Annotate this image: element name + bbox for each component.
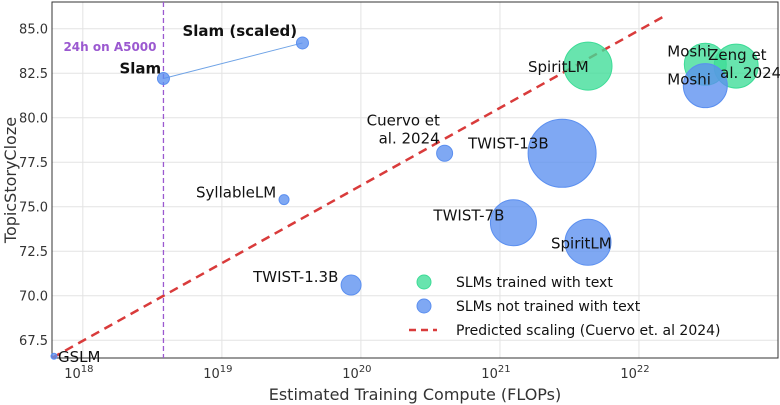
data-point [295,36,309,50]
data-point [564,218,612,266]
y-tick-label: 85.0 [19,23,48,38]
legend: SLMs trained with text SLMs not trained w… [409,274,721,339]
data-point [50,352,58,360]
y-tick-label: 77.5 [19,156,48,171]
y-tick-label: 75.0 [19,201,48,216]
x-tick-label: 1019 [203,364,232,382]
y-tick-label: 67.5 [19,334,48,349]
point-label: Slam [119,60,161,78]
point-label: Zeng et al. 2024 [708,46,780,82]
legend-marker [416,298,432,314]
y-tick-label: 80.0 [19,112,48,127]
point-label: SyllableLM [196,184,276,202]
data-point [563,41,613,91]
x-tick-exponent: 22 [637,364,650,375]
a5000-label: 24h on A5000 [63,40,156,54]
data-point [436,144,454,162]
grid [52,2,778,358]
x-tick-exponent: 18 [81,364,94,375]
point-label: Cuervo et al. 2024 [367,111,440,147]
point-label: TWIST-7B [432,207,504,225]
point-label: GSLM [58,348,100,366]
data-points [50,36,759,360]
data-point [156,72,170,86]
y-axis-label: TopicStoryCloze [1,117,20,244]
point-label: Moshi [667,42,711,60]
x-tick-label: 1018 [64,364,93,382]
point-label: TWIST-13B [467,134,549,152]
y-tick-label: 70.0 [19,290,48,305]
x-tick-label: 1022 [620,364,649,382]
data-point [278,194,290,206]
y-tick-label: 82.5 [19,67,48,82]
point-label: TWIST-1.3B [252,268,338,286]
point-label: Slam (scaled) [182,22,297,40]
x-tick-exponent: 21 [498,364,511,375]
legend-label: SLMs not trained with text [456,299,641,315]
point-label: SpiritLM [551,234,612,252]
x-axis-label: Estimated Training Compute (FLOPs) [269,385,562,404]
point-label: SpiritLM [528,58,589,76]
x-tick-label: 1020 [342,364,371,382]
legend-marker [416,274,432,290]
x-tick-label: 1021 [481,364,510,382]
data-point [489,199,537,247]
y-tick-label: 72.5 [19,245,48,260]
point-label: Moshi [667,71,711,89]
legend-label: SLMs trained with text [456,275,613,291]
x-tick-exponent: 20 [359,364,372,375]
data-point [340,274,362,296]
data-point [682,63,728,109]
plot-frame [51,1,779,359]
data-point [527,118,597,188]
legend-label: Predicted scaling (Cuervo et. al 2024) [456,323,721,339]
x-tick-exponent: 19 [220,364,233,375]
slam-scaling-connector [163,42,303,80]
